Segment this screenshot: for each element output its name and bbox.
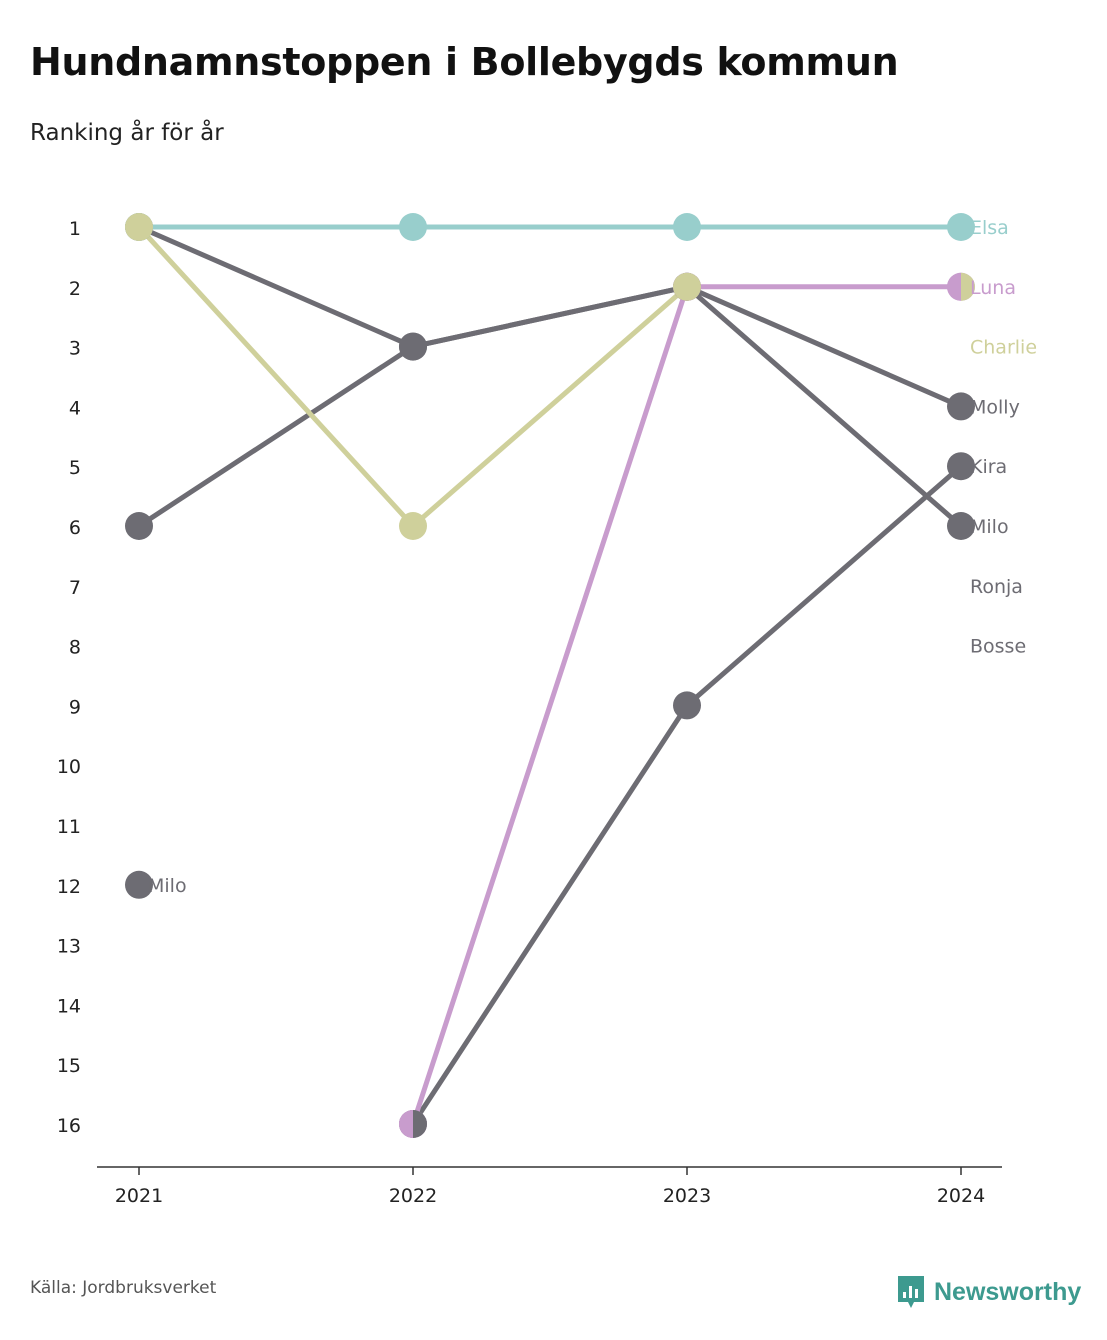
end-label-charlie: Charlie bbox=[970, 337, 1037, 359]
point-split-left-2024-2 bbox=[947, 272, 961, 301]
point-lone-2021-12 bbox=[125, 870, 153, 899]
point-milo-2021 bbox=[125, 512, 153, 540]
point-molly-2024 bbox=[947, 392, 975, 421]
point-kira-2024 bbox=[947, 452, 975, 481]
end-label-milo: Milo bbox=[970, 516, 1009, 538]
newsworthy-logo-icon bbox=[898, 1276, 924, 1308]
series-line-kira bbox=[410, 463, 964, 1127]
x-tick-label-2024: 2024 bbox=[937, 1185, 985, 1207]
y-tick-label-5: 5 bbox=[69, 457, 81, 479]
end-label-molly: Molly bbox=[970, 396, 1020, 418]
y-tick-label-7: 7 bbox=[69, 577, 81, 599]
y-tick-label-16: 16 bbox=[57, 1115, 81, 1137]
point-charlie-2023 bbox=[673, 272, 701, 301]
point-kira-2023 bbox=[673, 691, 701, 720]
end-label-luna: Luna bbox=[970, 277, 1016, 299]
point-split-left-2022-16 bbox=[399, 1110, 413, 1138]
y-tick-label-10: 10 bbox=[57, 756, 81, 778]
y-tick-label-6: 6 bbox=[69, 517, 81, 539]
point-milo-2024 bbox=[947, 512, 975, 540]
y-tick-label-14: 14 bbox=[57, 995, 81, 1017]
y-tick-label-3: 3 bbox=[69, 338, 81, 360]
brand-name: Newsworthy bbox=[934, 1277, 1082, 1306]
point-charlie-2021 bbox=[125, 213, 153, 241]
end-label-bosse: Bosse bbox=[970, 636, 1026, 658]
y-tick-label-1: 1 bbox=[69, 218, 81, 240]
point-split-right-2024-2 bbox=[961, 272, 976, 301]
y-tick-label-11: 11 bbox=[57, 816, 81, 838]
y-tick-label-2: 2 bbox=[69, 278, 81, 300]
point-charlie-2022 bbox=[399, 512, 427, 540]
chart-title: Hundnamnstoppen i Bollebygds kommun bbox=[30, 40, 899, 84]
source-note: Källa: Jordbruksverket bbox=[30, 1278, 217, 1298]
end-label-kira: Kira bbox=[970, 456, 1007, 478]
y-tick-label-8: 8 bbox=[69, 637, 81, 659]
annotation-milo-2021: Milo bbox=[148, 875, 187, 897]
point-elsa-2023 bbox=[673, 213, 701, 241]
y-tick-label-9: 9 bbox=[69, 696, 81, 718]
point-elsa-2022 bbox=[399, 213, 427, 241]
chart-subtitle: Ranking år för år bbox=[30, 120, 224, 146]
y-tick-label-13: 13 bbox=[57, 936, 81, 958]
point-split-right-2022-16 bbox=[413, 1110, 427, 1138]
end-label-elsa: Elsa bbox=[970, 217, 1009, 239]
brand-logo[interactable]: Newsworthy bbox=[896, 1274, 1081, 1310]
y-tick-label-12: 12 bbox=[57, 876, 81, 898]
y-tick-label-4: 4 bbox=[69, 397, 81, 419]
x-tick-label-2023: 2023 bbox=[663, 1185, 711, 1207]
series-line-charlie bbox=[136, 224, 690, 529]
point-elsa-2024 bbox=[947, 213, 975, 241]
y-tick-label-15: 15 bbox=[57, 1055, 81, 1077]
x-tick-label-2021: 2021 bbox=[115, 1185, 163, 1207]
x-tick-label-2022: 2022 bbox=[389, 1185, 437, 1207]
end-label-ronja: Ronja bbox=[970, 576, 1023, 598]
point-milo-2022 bbox=[399, 332, 427, 361]
series-line-milo bbox=[136, 284, 964, 529]
